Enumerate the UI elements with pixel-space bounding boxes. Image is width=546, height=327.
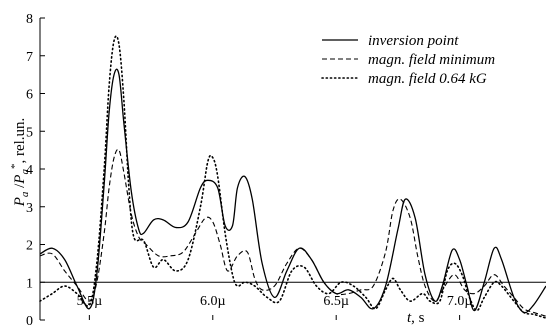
y-tick-label: 1	[26, 276, 33, 291]
legend-entry-magn-field-minimum: magn. field minimum	[322, 52, 495, 68]
series-group	[39, 35, 546, 319]
chart-legend: inversion point magn. field minimum magn. …	[321, 33, 495, 87]
x-tick-label: 7.0µ	[447, 294, 473, 309]
legend-entry-inversion-point: inversion point	[322, 33, 459, 49]
x-tick-label: 5.5µ	[77, 294, 103, 309]
y-tick-labels: 0 1 2 3 4 5 6 7 8	[26, 12, 33, 327]
y-tick-label: 2	[26, 239, 33, 254]
series-magn-field-minimum	[39, 148, 546, 317]
y-tick-label: 6	[26, 88, 33, 103]
series-inversion-point	[39, 68, 546, 314]
y-tick-label: 7	[26, 50, 33, 65]
x-tick-label: 6.5µ	[323, 294, 349, 309]
y-tick-label: 5	[26, 125, 33, 140]
legend-label: magn. field minimum	[368, 52, 495, 68]
y-tick-label: 3	[26, 201, 33, 216]
legend-entry-magn-field-0-64-kg: magn. field 0.64 kG	[321, 71, 487, 87]
y-tick-label: 4	[26, 163, 33, 178]
x-axis-title: t, s	[407, 310, 425, 326]
series-magn-field-0-64-kg	[39, 35, 546, 319]
chart-axes	[39, 17, 461, 321]
y-axis-title: Pa /Pa*, rel.un.	[9, 118, 31, 208]
legend-label: magn. field 0.64 kG	[368, 71, 487, 87]
x-tick-labels: 5.5µ 6.0µ 6.5µ 7.0µ	[77, 294, 473, 309]
y-tick-label: 8	[26, 12, 33, 27]
x-tick-label: 6.0µ	[200, 294, 226, 309]
legend-label: inversion point	[368, 33, 459, 49]
y-tick-label: 0	[26, 314, 33, 327]
